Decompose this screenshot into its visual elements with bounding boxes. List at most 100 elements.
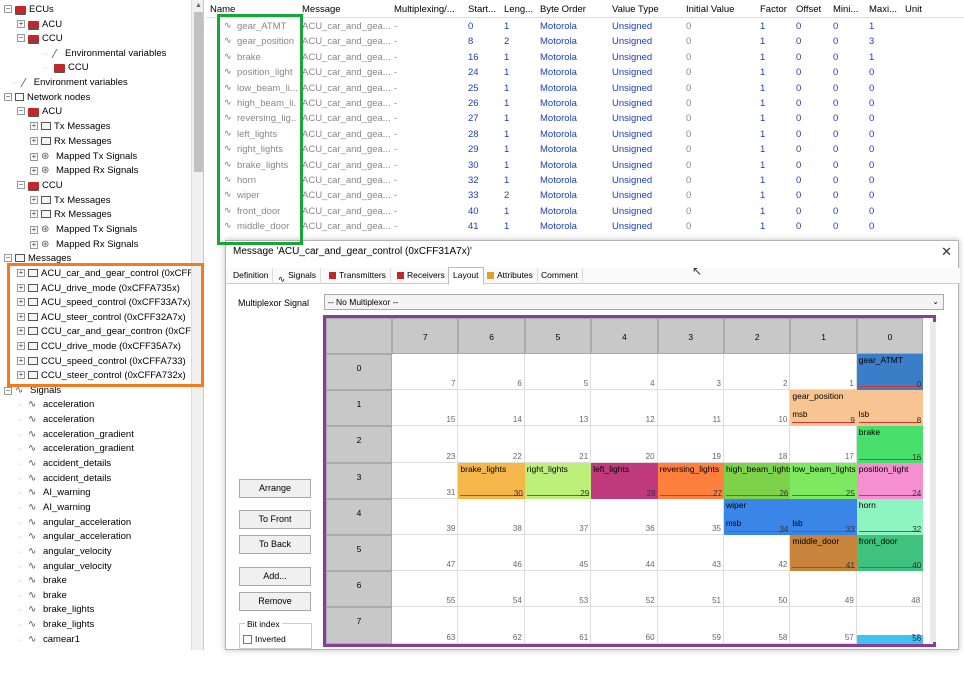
column-header[interactable]: Initial Value (686, 4, 735, 15)
bit-cell[interactable]: 53 (524, 571, 592, 608)
tree-item[interactable]: ·· ∿ accident_details (17, 471, 111, 486)
signal-block[interactable]: right_lights 29 (524, 462, 592, 499)
tab-transmitters[interactable]: Transmitters (325, 268, 391, 284)
arrange-button[interactable]: Arrange (239, 479, 311, 498)
signal-table[interactable]: Name Message Multiplexing/... Start... Leng.… (206, 0, 964, 245)
to-back-button[interactable]: To Back (239, 535, 311, 554)
expand-icon[interactable]: + (30, 209, 38, 219)
bit-cell[interactable]: 3 (657, 354, 724, 391)
tree-scrollbar[interactable]: ▲ (191, 0, 203, 650)
bit-cell[interactable]: 59 (657, 607, 724, 644)
tab-definition[interactable]: Definition (229, 268, 274, 284)
collapse-icon[interactable]: − (4, 253, 12, 263)
tree-item[interactable]: + CCU_speed_control (0xCFFA733) (17, 354, 186, 369)
tree-item[interactable]: ·· ∿ brake_lights (17, 617, 94, 632)
tree-item[interactable]: ·· ∿ acceleration_gradient (17, 427, 134, 442)
collapse-icon[interactable]: − (17, 106, 25, 116)
signal-block[interactable]: reversing_lights 27 (657, 462, 724, 499)
tree-item[interactable]: ·· ∿ brake_lights (17, 602, 94, 617)
tree-item[interactable]: ·· ∿ AI_warning (17, 485, 91, 500)
expand-icon[interactable]: + (17, 297, 25, 307)
table-row[interactable]: position_light ∿ ACU_car_and_gea... - 24 1 Mot… (206, 65, 964, 80)
signal-block[interactable]: gear_position msb 9 (790, 390, 857, 427)
bit-cell[interactable]: 11 (657, 390, 724, 427)
tree-item[interactable]: + CCU_drive_mode (0xCFF35A7x) (17, 339, 181, 354)
column-header[interactable]: Byte Order (540, 4, 586, 15)
tree-item[interactable]: + ⊛ Mapped Tx Signals (30, 149, 137, 164)
table-row[interactable]: right_lights ∿ ACU_car_and_gea... - 29 1 Motor… (206, 142, 964, 157)
tree-item[interactable]: ·· ∿ brake (17, 588, 67, 603)
table-row[interactable]: brake_lights ∿ ACU_car_and_gea... - 30 1 Motor… (206, 158, 964, 173)
expand-icon[interactable]: + (30, 151, 38, 161)
tree-item[interactable]: ·· ∿ brake (17, 573, 67, 588)
bit-cell[interactable]: 7 (392, 354, 459, 391)
table-row[interactable]: front_door ∿ ACU_car_and_gea... - 40 1 Motorol… (206, 204, 964, 219)
table-row[interactable]: horn ∿ ACU_car_and_gea... - 32 1 Motorola Unsig… (206, 173, 964, 188)
tree-item[interactable]: + Rx Messages (30, 207, 112, 222)
signal-block[interactable]: brake_lights 30 (458, 462, 525, 499)
expand-icon[interactable]: + (30, 165, 38, 175)
bit-cell[interactable]: 42 (724, 535, 791, 572)
tree-item[interactable]: + ⊛ Mapped Rx Signals (30, 237, 138, 252)
bit-cell[interactable]: 52 (591, 571, 658, 608)
tab-attributes[interactable]: Attributes (483, 268, 538, 284)
expand-icon[interactable]: + (17, 326, 25, 336)
to-front-button[interactable]: To Front (239, 510, 311, 529)
table-row[interactable]: brake ∿ ACU_car_and_gea... - 16 1 Motorola Unsi… (206, 50, 964, 65)
column-header[interactable]: Offset (796, 4, 822, 15)
table-row[interactable]: high_beam_li... ∿ ACU_car_and_gea... - 26 1 Mo… (206, 96, 964, 111)
bit-cell[interactable]: 54 (458, 571, 525, 608)
table-row[interactable]: gear_position ∿ ACU_car_and_gea... - 8 2 Motor… (206, 34, 964, 49)
column-header[interactable]: Value Type (612, 4, 659, 15)
tree-item[interactable]: + ACU_car_and_gear_control (0xCFF31A7x) (17, 266, 203, 281)
column-header[interactable]: Message (302, 4, 341, 15)
bit-cell[interactable]: 45 (524, 535, 592, 572)
expand-icon[interactable]: + (30, 224, 38, 234)
column-header[interactable]: Mini... (833, 4, 859, 15)
column-header[interactable]: Maxi... (869, 4, 897, 15)
column-header[interactable]: Leng... (504, 4, 534, 15)
bit-cell[interactable]: 35 (657, 498, 724, 535)
expand-icon[interactable]: + (30, 136, 38, 146)
bit-cell[interactable]: 1 (790, 354, 857, 391)
tree-item[interactable]: − ACU (17, 104, 62, 119)
tree-item[interactable]: + CCU_steer_control (0xCFFA732x) (17, 368, 186, 383)
bit-cell[interactable]: 4 (591, 354, 658, 391)
table-row[interactable]: wiper ∿ ACU_car_and_gea... - 33 2 Motorola Unsi… (206, 188, 964, 203)
tree-item[interactable]: ·· ∿ AI_warning (17, 500, 91, 515)
tab-receivers[interactable]: Receivers (393, 268, 450, 284)
signal-block[interactable]: front_door 40 (856, 535, 924, 572)
expand-icon[interactable]: + (17, 268, 25, 278)
expand-icon[interactable]: + (17, 356, 25, 366)
expand-icon[interactable]: + (17, 341, 25, 351)
column-header[interactable]: Factor (760, 4, 787, 15)
tree-item[interactable]: − Network nodes (4, 90, 90, 105)
bit-cell[interactable]: 63 (392, 607, 459, 644)
tree-item[interactable]: + ACU (17, 17, 62, 32)
bit-cell[interactable]: 37 (524, 498, 592, 535)
bit-cell[interactable]: 12 (591, 390, 658, 427)
signal-block[interactable]: low_beam_lights 25 (790, 462, 857, 499)
bit-cell[interactable]: 49 (790, 571, 857, 608)
expand-icon[interactable]: + (30, 239, 38, 249)
multiplexor-select[interactable]: -- No Multiplexor -- ⌄ (324, 294, 944, 310)
expand-icon[interactable]: + (30, 121, 38, 131)
bit-cell[interactable]: 10 (724, 390, 791, 427)
message-dialog[interactable]: Message 'ACU_car_and_gear_control (0xCFF… (225, 240, 960, 650)
bit-cell[interactable]: 23 (392, 426, 459, 463)
bit-cell[interactable]: 58 (724, 607, 791, 644)
bit-cell[interactable]: 18 (724, 426, 791, 463)
expand-icon[interactable]: + (17, 370, 25, 380)
table-row[interactable]: gear_ATMT ∿ ACU_car_and_gea... - 0 1 Motorola U… (206, 19, 964, 34)
bit-cell[interactable]: 2 (724, 354, 791, 391)
tree-item[interactable]: ·· ∿ accident_details (17, 456, 111, 471)
bit-cell[interactable]: 48 (856, 571, 924, 608)
table-row[interactable]: middle_door ∿ ACU_car_and_gea... - 41 1 Motoro… (206, 219, 964, 234)
tree-item[interactable]: ·· ∿ angular_acceleration (17, 529, 131, 544)
column-header[interactable]: Unit (905, 4, 922, 15)
signal-block[interactable]: 56 (856, 634, 924, 644)
tree-item[interactable]: ·· Environmental variables (43, 46, 166, 61)
tree-item[interactable]: + ACU_drive_mode (0xCFFA735x) (17, 281, 180, 296)
column-header[interactable]: Multiplexing/... (394, 4, 455, 15)
bit-cell[interactable]: 19 (657, 426, 724, 463)
